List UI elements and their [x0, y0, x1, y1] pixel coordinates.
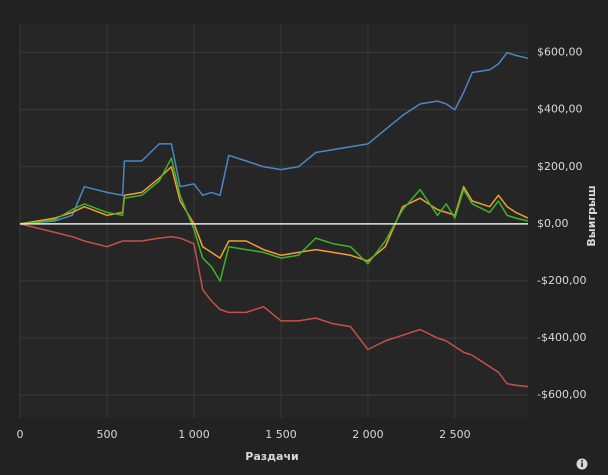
x-tick-label: 2 500	[439, 428, 471, 441]
y-tick-label: $600,00	[537, 46, 583, 59]
info-icon[interactable]	[576, 458, 588, 470]
series-line	[19, 51, 529, 225]
y-tick-label: $400,00	[537, 103, 583, 116]
x-tick-label: 2 000	[352, 428, 384, 441]
series-line	[19, 223, 529, 388]
y-tick-label: -$400,00	[537, 331, 586, 344]
series-line	[19, 157, 529, 282]
plot-area	[20, 24, 528, 418]
y-tick-label: $0,00	[537, 217, 569, 230]
x-tick-label: 500	[96, 428, 117, 441]
y-axis-title: Выигрыш	[585, 185, 598, 246]
x-tick-label: 1 000	[178, 428, 210, 441]
x-axis-title: Раздачи	[245, 450, 298, 463]
x-tick-label: 1 500	[265, 428, 297, 441]
x-tick-label: 0	[17, 428, 24, 441]
y-tick-label: $200,00	[537, 160, 583, 173]
y-tick-label: -$200,00	[537, 274, 586, 287]
y-tick-label: -$600,00	[537, 388, 586, 401]
